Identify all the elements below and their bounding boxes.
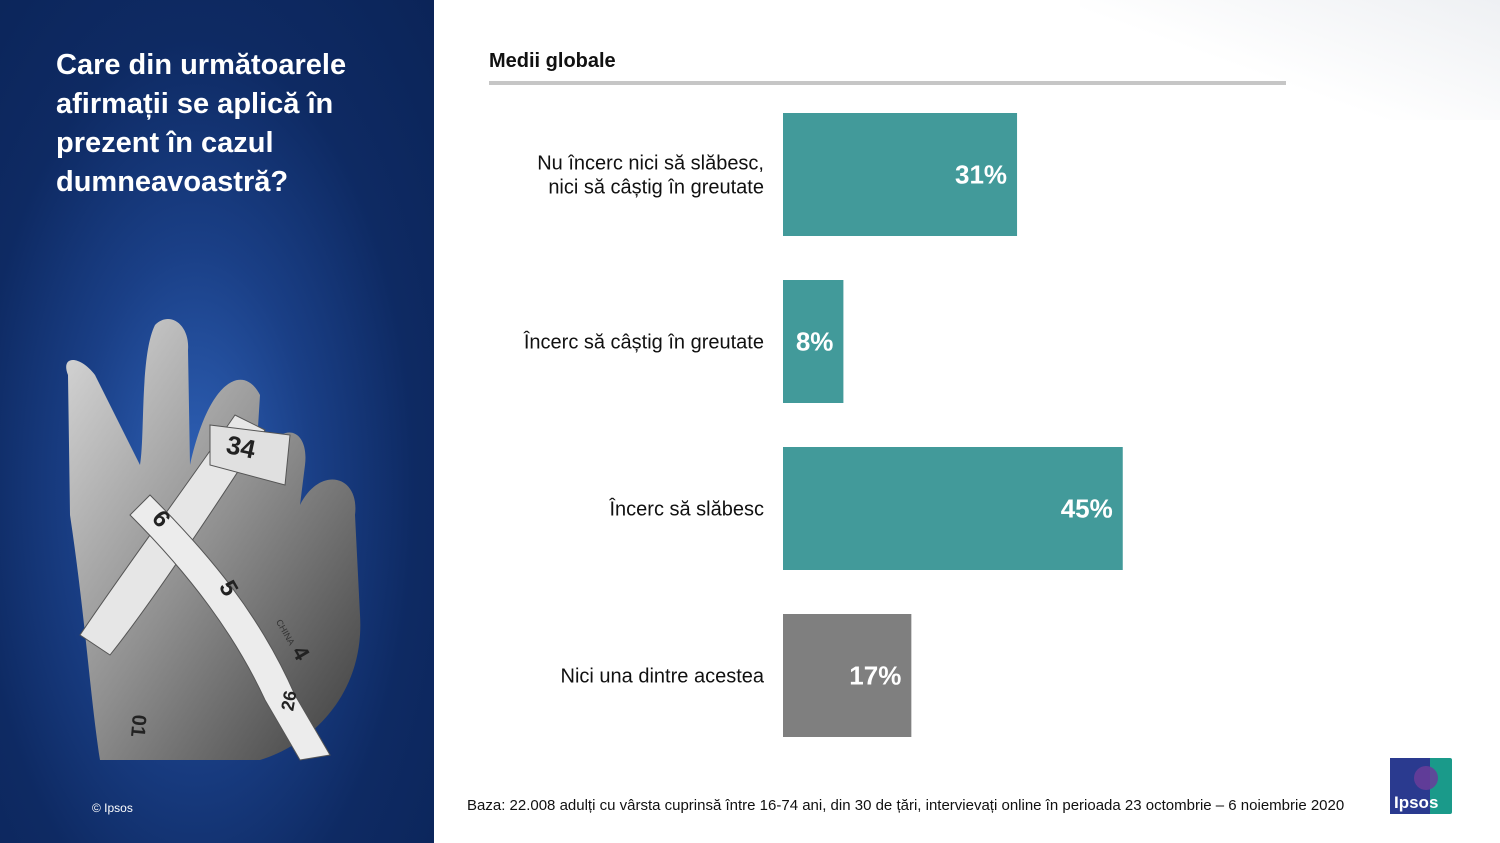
bar-value-label-2: 45%	[1061, 494, 1113, 524]
logo-text: Ipsos	[1394, 793, 1438, 812]
footnote: Baza: 22.008 adulți cu vârsta cuprinsă î…	[467, 797, 1345, 814]
title-rule	[489, 81, 1286, 85]
hand-tape-measure-image: 34 6 5 4 26 01 CHINA	[66, 319, 361, 761]
copyright: © Ipsos	[92, 801, 133, 815]
category-label-2-0: Încerc să slăbesc	[608, 498, 764, 521]
category-label-1-0: Încerc să câștig în greutate	[523, 331, 764, 354]
chart-title: Medii globale	[489, 50, 616, 72]
bar-1	[783, 280, 844, 403]
bar-value-label-1: 8%	[796, 327, 834, 357]
bar-0	[783, 113, 1018, 236]
corner-sheen	[1080, 0, 1500, 120]
question-text: Care din următoarele afirmații se aplică…	[56, 49, 347, 198]
category-label-0-1: nici să câștig în greutate	[548, 177, 764, 199]
left-panel: Care din următoarele afirmații se aplică…	[0, 0, 434, 843]
category-label-3-0: Nici una dintre acestea	[561, 666, 765, 688]
tape-number-34: 34	[224, 429, 259, 464]
bar-3	[783, 614, 912, 737]
tape-number-01: 01	[126, 714, 150, 738]
bar-value-label-3: 17%	[849, 661, 901, 691]
category-label-0-0: Nu încerc nici să slăbesc,	[537, 153, 764, 175]
bar-value-label-0: 31%	[955, 160, 1007, 190]
ipsos-logo: Ipsos	[1390, 758, 1452, 814]
bar-2	[783, 447, 1123, 570]
tape-number-26: 26	[277, 689, 300, 712]
